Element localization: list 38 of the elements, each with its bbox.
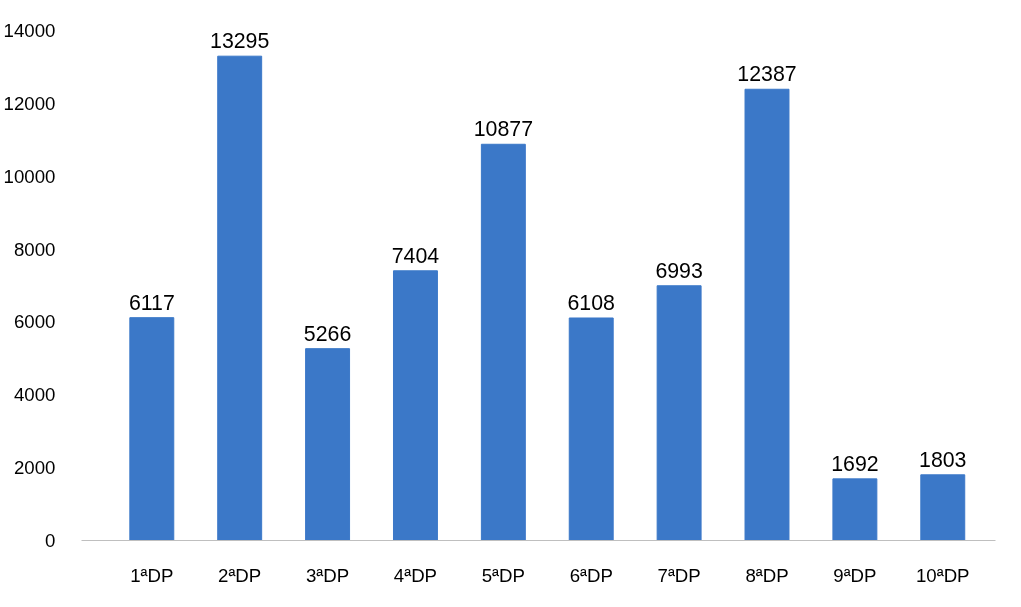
data-label: 10877 bbox=[473, 117, 533, 142]
y-tick-label: 14000 bbox=[3, 20, 56, 41]
data-label: 13295 bbox=[210, 29, 270, 54]
bar bbox=[480, 143, 526, 541]
x-tick-label: 4ªDP bbox=[393, 564, 438, 586]
x-tick-label: 1ªDP bbox=[130, 564, 174, 586]
data-label: 1692 bbox=[831, 451, 879, 476]
data-label: 6108 bbox=[567, 290, 615, 315]
data-label: 7404 bbox=[391, 243, 440, 268]
bar bbox=[744, 88, 790, 541]
y-tick-label: 4000 bbox=[14, 384, 56, 406]
y-tick-label: 8000 bbox=[14, 238, 56, 260]
data-label: 1803 bbox=[919, 447, 967, 472]
y-tick-label: 0 bbox=[45, 530, 56, 551]
data-label: 6117 bbox=[128, 290, 175, 315]
y-tick-label: 10000 bbox=[3, 165, 56, 187]
x-tick-label: 2ªDP bbox=[218, 564, 262, 586]
bar bbox=[656, 285, 702, 541]
x-tick-label: 3ªDP bbox=[305, 564, 350, 586]
bar bbox=[217, 55, 263, 541]
data-label: 5266 bbox=[303, 321, 352, 346]
bar bbox=[305, 348, 351, 541]
bar bbox=[920, 474, 966, 541]
x-tick-label: 6ªDP bbox=[569, 564, 613, 586]
bar bbox=[832, 478, 878, 541]
y-tick-label: 12000 bbox=[3, 92, 56, 114]
bar bbox=[392, 270, 438, 541]
x-tick-label: 5ªDP bbox=[481, 564, 525, 586]
bar bbox=[129, 317, 175, 541]
x-tick-label: 9ªDP bbox=[833, 564, 877, 586]
y-tick-label: 2000 bbox=[14, 457, 56, 479]
data-label: 6993 bbox=[655, 258, 703, 283]
x-tick-label: 8ªDP bbox=[745, 564, 789, 586]
y-tick-label: 6000 bbox=[14, 311, 56, 333]
x-tick-label: 10ªDP bbox=[915, 564, 970, 586]
x-tick-label: 7ªDP bbox=[657, 564, 701, 586]
bar bbox=[568, 317, 614, 541]
data-label: 12387 bbox=[737, 62, 797, 87]
